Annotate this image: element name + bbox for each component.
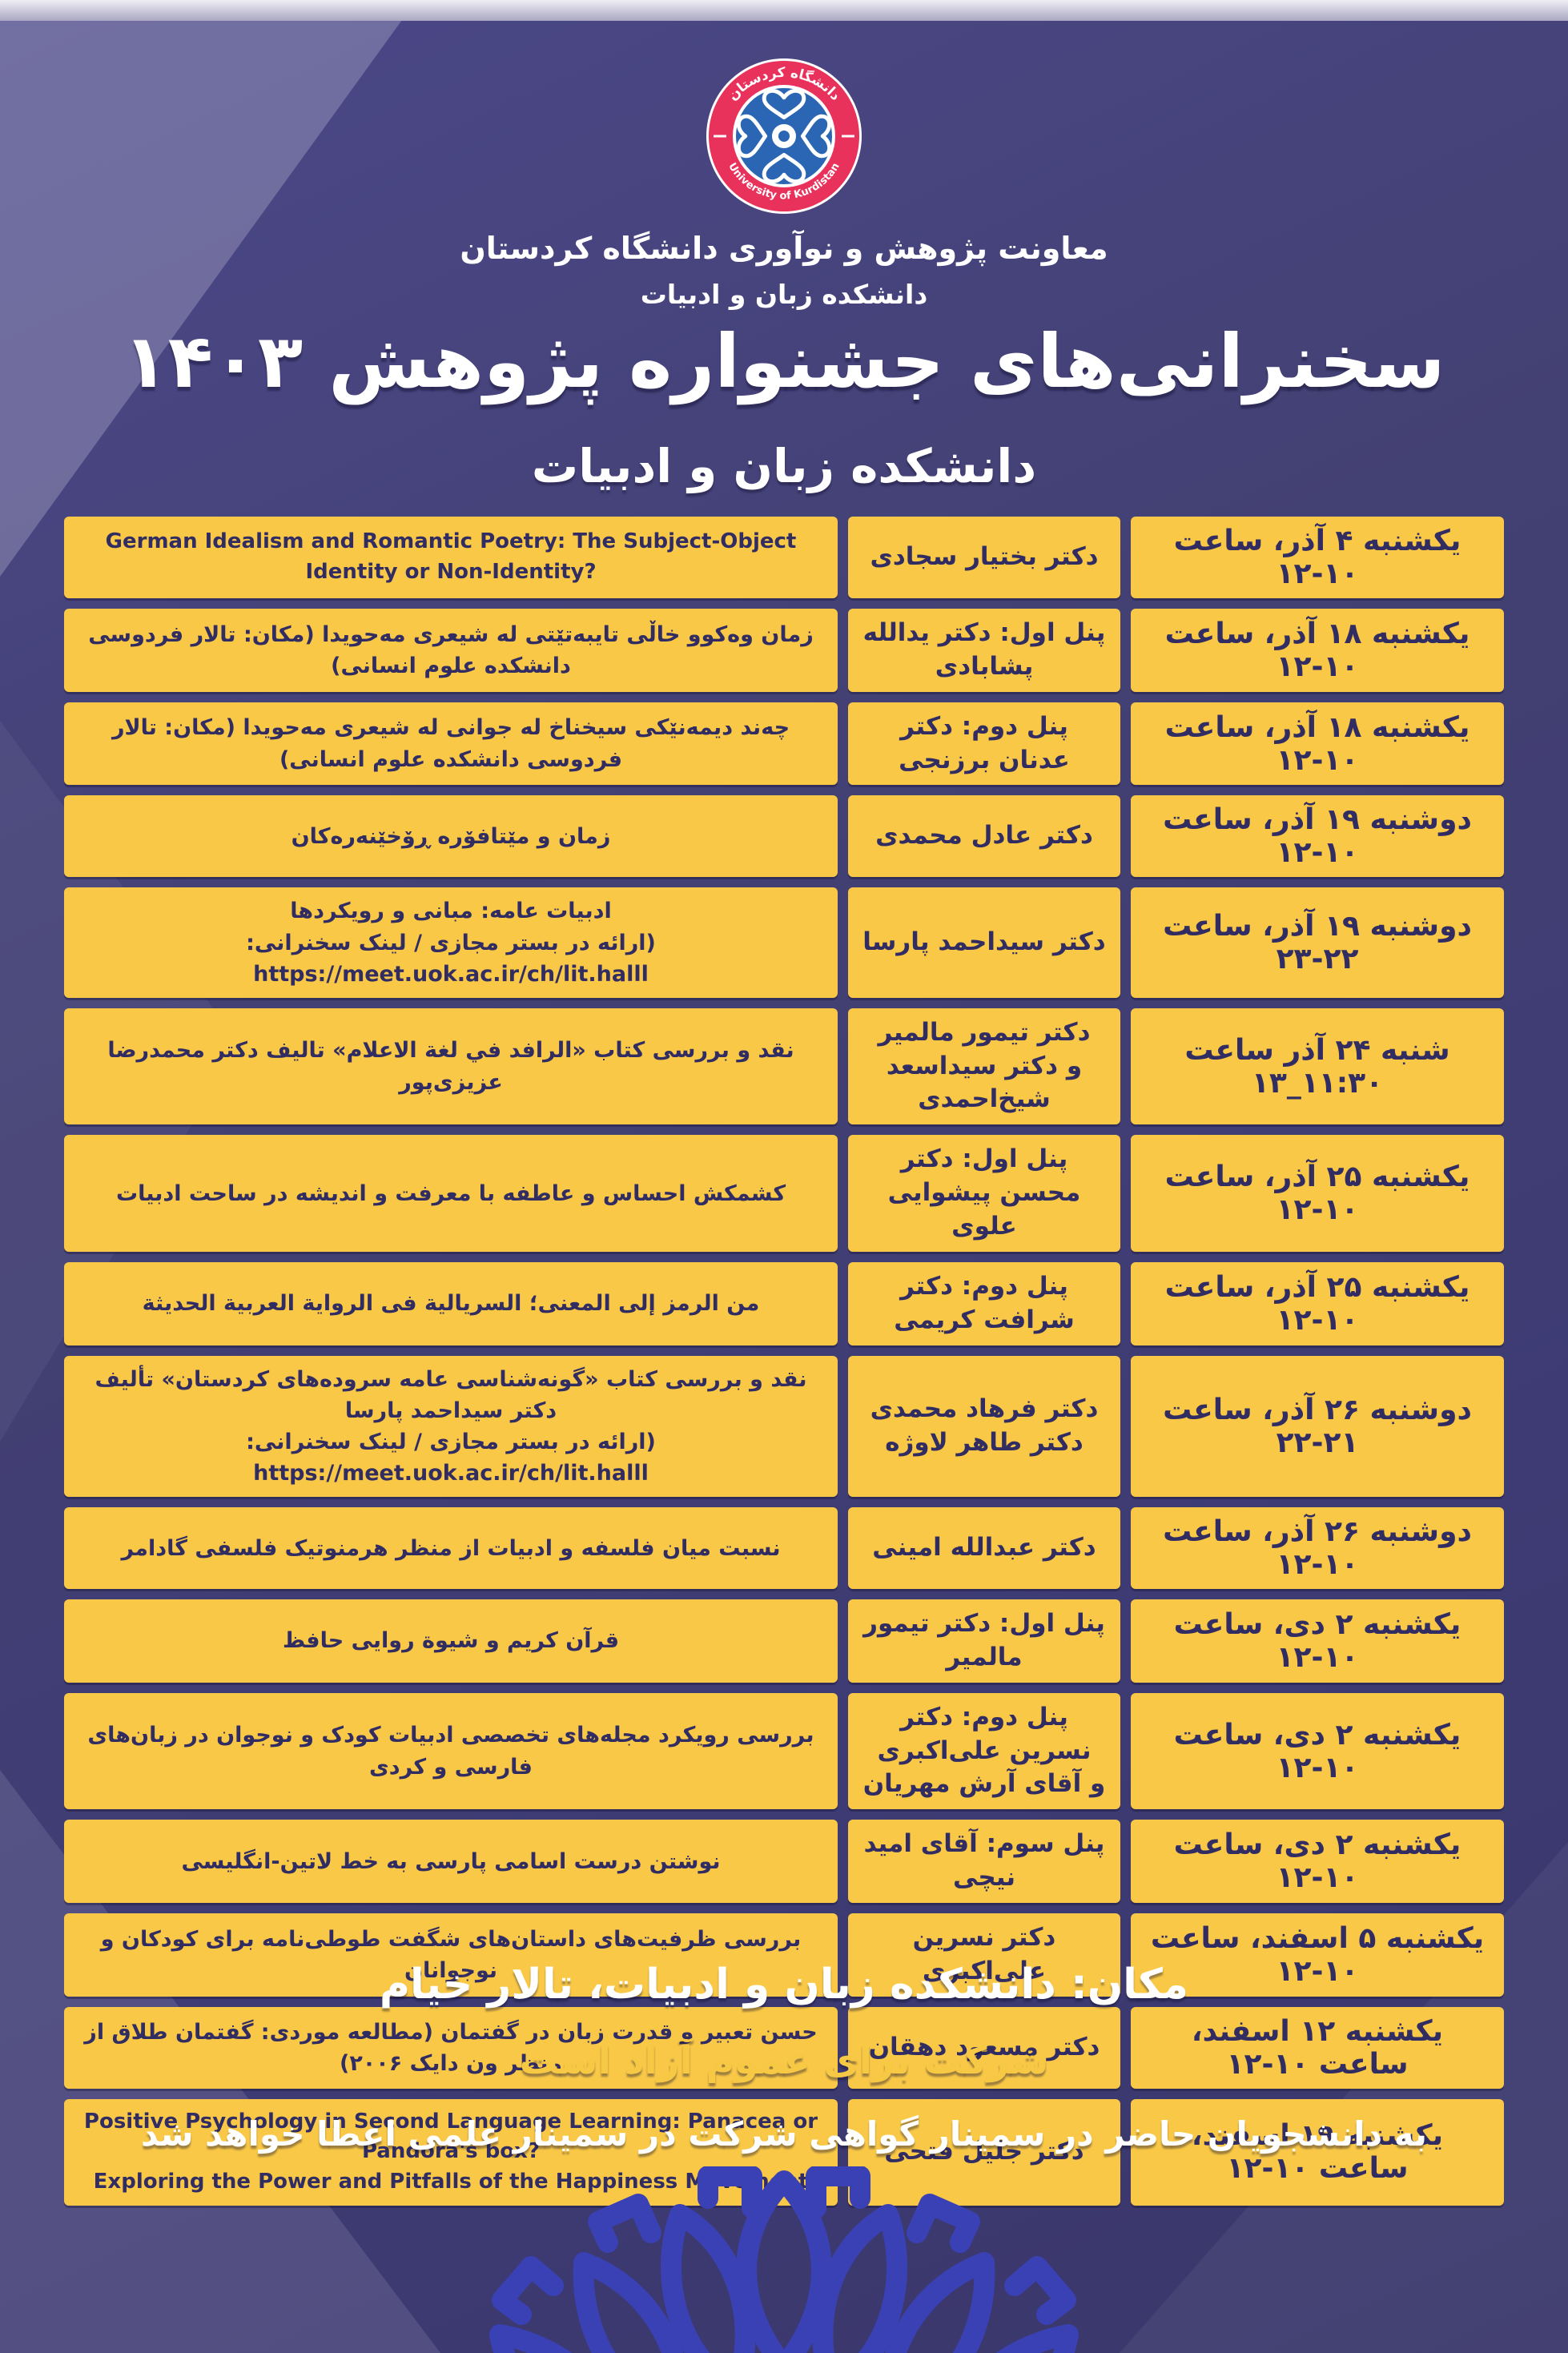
lecture-datetime: دوشنبه ۱۹ آذر، ساعت ۱۰-۱۲: [1131, 795, 1504, 878]
schedule-row: یکشنبه ۲۵ آذر، ساعت ۱۰-۱۲ پنل اول: دکتر …: [64, 1135, 1504, 1252]
lecture-speaker: دکتر بختیار سجادی: [848, 517, 1120, 598]
top-light-strip: [0, 0, 1568, 21]
lecture-topic: زمان و مێتافۆره ڕۆخێنه‌ره‌کان: [64, 795, 838, 878]
lecture-topic: قرآن کریم و شیوة روایی حافظ: [64, 1599, 838, 1683]
footer-certificate-note: به دانشجویان حاضر در سمینار گواهی شرکت د…: [140, 2114, 1428, 2154]
lecture-datetime: یکشنبه ۱۹ اسفند، ساعت ۱۰-۱۲: [1131, 2098, 1504, 2206]
schedule-row: دوشنبه ۲۶ آذر، ساعت ۱۰-۱۲ دکتر عبدالله ا…: [64, 1507, 1504, 1590]
lecture-speaker: دکتر فرهاد محمدی دکتر طاهر لاوژه: [848, 1355, 1120, 1498]
lecture-topic: نسبت میان فلسفه و ادبیات از منظر هرمنوتی…: [64, 1507, 838, 1590]
lecture-topic: نقد و بررسی کتاب «گونه‌شناسی عامه سروده‌…: [64, 1355, 838, 1498]
university-of-kurdistan-logo-icon: دانشگاه کردستان University of Kurdistan: [706, 58, 862, 214]
lecture-speaker: پنل دوم: دکتر عدنان برزنجی: [848, 702, 1120, 786]
lecture-speaker: پنل اول: دکتر یدالله پشابادی: [848, 609, 1120, 692]
schedule-row: یکشنبه ۲ دی، ساعت ۱۰-۱۲ پنل سوم: آقای ام…: [64, 1820, 1504, 1904]
lecture-speaker: دکتر تیمور مالمیر و دکتر سیداسعد شیخ‌احم…: [848, 1008, 1120, 1125]
page-title: سخنرانی‌های جشنواره پژوهش ۱۴۰۳: [123, 319, 1445, 404]
page-subtitle: دانشکده زبان و ادبیات: [531, 439, 1037, 493]
lecture-speaker: دکتر نسرین علی‌اکبری: [848, 1913, 1120, 1997]
lecture-topic: ادبیات عامه: مبانی و رویکردها (ارائه در …: [64, 887, 838, 998]
lecture-datetime: یکشنبه ۲۵ آذر، ساعت ۱۰-۱۲: [1131, 1135, 1504, 1252]
lecture-speaker: دکتر عادل محمدی: [848, 795, 1120, 878]
lecture-datetime: یکشنبه ۲ دی، ساعت ۱۰-۱۲: [1131, 1692, 1504, 1810]
lecture-topic: من الرمز إلی المعنی؛ السریالیة فی الروای…: [64, 1261, 838, 1345]
schedule-row: یکشنبه ۲۵ آذر، ساعت ۱۰-۱۲ پنل دوم: دکتر …: [64, 1261, 1504, 1345]
lecture-datetime: یکشنبه ۴ آذر، ساعت ۱۰-۱۲: [1131, 517, 1504, 598]
lecture-datetime: یکشنبه ۲ دی، ساعت ۱۰-۱۲: [1131, 1820, 1504, 1904]
lecture-speaker: دکتر مسعود دهقان: [848, 2006, 1120, 2089]
lecture-speaker: پنل دوم: دکتر شرافت کریمی: [848, 1261, 1120, 1345]
lecture-datetime: یکشنبه ۱۲ اسفند، ساعت ۱۰-۱۲: [1131, 2006, 1504, 2089]
schedule-row: یکشنبه ۲ دی، ساعت ۱۰-۱۲ پنل اول: دکتر تی…: [64, 1599, 1504, 1683]
lecture-datetime: یکشنبه ۲۵ آذر، ساعت ۱۰-۱۲: [1131, 1261, 1504, 1345]
lecture-topic: حسن تعبیر و قدرت زبان در گفتمان (مطالعه …: [64, 2006, 838, 2089]
lecture-datetime: یکشنبه ۵ اسفند، ساعت ۱۰-۱۲: [1131, 1913, 1504, 1997]
schedule-row: یکشنبه ۵ اسفند، ساعت ۱۰-۱۲ دکتر نسرین عل…: [64, 1913, 1504, 1997]
lecture-topic: German Idealism and Romantic Poetry: The…: [64, 517, 838, 598]
lecture-datetime: دوشنبه ۱۹ آذر، ساعت ۲۲-۲۳: [1131, 887, 1504, 998]
lecture-topic: بررسی رویکرد مجله‌های تخصصی ادبیات کودک …: [64, 1692, 838, 1810]
schedule-row: یکشنبه ۱۲ اسفند، ساعت ۱۰-۱۲ دکتر مسعود د…: [64, 2006, 1504, 2089]
lecture-topic: چه‌ند دیمه‌نێکی سیخناخ له جوانی له شیعری…: [64, 702, 838, 786]
lecture-datetime: یکشنبه ۱۸ آذر، ساعت ۱۰-۱۲: [1131, 609, 1504, 692]
lecture-datetime: یکشنبه ۱۸ آذر، ساعت ۱۰-۱۲: [1131, 702, 1504, 786]
lecture-datetime: شنبه ۲۴ آذر ساعت ۱۱:۳۰_۱۳: [1131, 1008, 1504, 1125]
footer-open-to-public: شرکت برای عموم آزاد است: [519, 2038, 1049, 2083]
lecture-topic: زمان وه‌کوو خاڵی تایبه‌تێتی له شیعری مه‌…: [64, 609, 838, 692]
university-logo: دانشگاه کردستان University of Kurdistan: [0, 56, 1568, 216]
lecture-topic: نوشتن درست اسامی پارسی به خط لاتین-انگلی…: [64, 1820, 838, 1904]
schedule-row: دوشنبه ۲۶ آذر، ساعت ۲۱-۲۲ دکتر فرهاد محم…: [64, 1355, 1504, 1498]
org-line-research-deputy: معاونت پژوهش و نوآوری دانشگاه کردستان: [460, 231, 1108, 266]
lecture-datetime: دوشنبه ۲۶ آذر، ساعت ۱۰-۱۲: [1131, 1507, 1504, 1590]
schedule-row: یکشنبه ۲ دی، ساعت ۱۰-۱۲ پنل دوم: دکتر نس…: [64, 1692, 1504, 1810]
schedule-table: یکشنبه ۴ آذر، ساعت ۱۰-۱۲ دکتر بختیار سجا…: [64, 517, 1504, 2216]
schedule-row: یکشنبه ۱۹ اسفند، ساعت ۱۰-۱۲ دکتر جلیل فت…: [64, 2098, 1504, 2206]
footer-location: مکان: دانشکده زبان و ادبیات، تالار خیام: [379, 1961, 1189, 2009]
org-line-faculty: دانشکده زبان و ادبیات: [640, 279, 928, 310]
schedule-row: دوشنبه ۱۹ آذر، ساعت ۱۰-۱۲ دکتر عادل محمد…: [64, 795, 1504, 878]
schedule-row: شنبه ۲۴ آذر ساعت ۱۱:۳۰_۱۳ دکتر تیمور مال…: [64, 1008, 1504, 1125]
schedule-row: دوشنبه ۱۹ آذر، ساعت ۲۲-۲۳ دکتر سیداحمد پ…: [64, 887, 1504, 998]
lecture-speaker: دکتر سیداحمد پارسا: [848, 887, 1120, 998]
lecture-speaker: دکتر جلیل فتحی: [848, 2098, 1120, 2206]
lecture-speaker: دکتر عبدالله امینی: [848, 1507, 1120, 1590]
lecture-speaker: پنل دوم: دکتر نسرین علی‌اکبری و آقای آرش…: [848, 1692, 1120, 1810]
lecture-speaker: پنل اول: دکتر تیمور مالمیر: [848, 1599, 1120, 1683]
lecture-topic: نقد و بررسی کتاب «الرافد في لغة الاعلام»…: [64, 1008, 838, 1125]
lecture-speaker: پنل سوم: آقای امید نیچی: [848, 1820, 1120, 1904]
lecture-datetime: دوشنبه ۲۶ آذر، ساعت ۲۱-۲۲: [1131, 1355, 1504, 1498]
schedule-row: یکشنبه ۱۸ آذر، ساعت ۱۰-۱۲ پنل اول: دکتر …: [64, 609, 1504, 692]
lecture-topic: بررسی ظرفیت‌های داستان‌های شگفت طوطی‌نام…: [64, 1913, 838, 1997]
lotus-flower-icon: [489, 2166, 1079, 2353]
lecture-speaker: پنل اول: دکتر محسن پیشوایی علوی: [848, 1135, 1120, 1252]
lecture-datetime: یکشنبه ۲ دی، ساعت ۱۰-۱۲: [1131, 1599, 1504, 1683]
lecture-topic: کشمکش احساس و عاطفه با معرفت و اندیشه در…: [64, 1135, 838, 1252]
schedule-row: یکشنبه ۱۸ آذر، ساعت ۱۰-۱۲ پنل دوم: دکتر …: [64, 702, 1504, 786]
schedule-row: یکشنبه ۴ آذر، ساعت ۱۰-۱۲ دکتر بختیار سجا…: [64, 517, 1504, 598]
